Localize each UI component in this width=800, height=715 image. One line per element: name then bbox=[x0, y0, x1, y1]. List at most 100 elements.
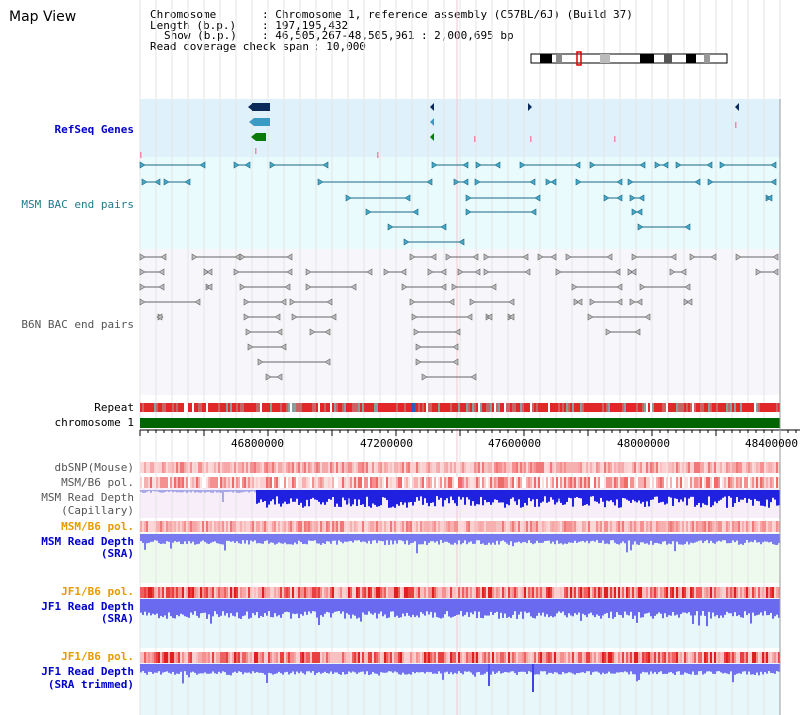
bac-end bbox=[404, 194, 411, 202]
depth-bar bbox=[246, 599, 248, 612]
heat-cell bbox=[522, 462, 524, 473]
heat-cell bbox=[578, 462, 580, 473]
depth-bar bbox=[460, 599, 462, 612]
repeat-cell bbox=[626, 403, 628, 412]
depth-bar bbox=[206, 534, 208, 544]
bac-end bbox=[508, 298, 515, 306]
heat-cell bbox=[486, 652, 488, 663]
heat-cell bbox=[476, 521, 478, 532]
heat-cell bbox=[282, 521, 284, 532]
depth-bar bbox=[464, 599, 466, 615]
track-label-msm-b6-pol-1[interactable]: MSM/B6 pol. bbox=[61, 476, 134, 489]
heat-cell bbox=[182, 521, 184, 532]
depth-bar bbox=[184, 490, 186, 492]
depth-bar bbox=[188, 490, 190, 492]
depth-bar bbox=[314, 534, 316, 541]
depth-bar bbox=[342, 534, 344, 544]
depth-bar bbox=[478, 490, 480, 505]
track-label-jf1-depth-trim[interactable]: JF1 Read Depth bbox=[41, 665, 134, 678]
heat-cell bbox=[310, 462, 312, 473]
track-label-b6n-bac[interactable]: B6N BAC end pairs bbox=[21, 318, 134, 331]
heat-cell bbox=[748, 477, 750, 488]
depth-bar bbox=[606, 664, 608, 674]
heat-cell bbox=[296, 587, 298, 598]
heat-cell bbox=[248, 521, 250, 532]
repeat-cell bbox=[228, 403, 230, 412]
heat-cell bbox=[332, 462, 334, 473]
bac-end bbox=[141, 178, 148, 186]
depth-bar bbox=[190, 599, 192, 613]
heat-cell bbox=[686, 587, 688, 598]
heat-cell bbox=[754, 477, 756, 488]
heat-cell bbox=[652, 587, 654, 598]
track-label-msm-depth-cap[interactable]: MSM Read Depth bbox=[41, 491, 134, 504]
repeat-cell bbox=[536, 403, 538, 412]
depth-bar bbox=[474, 534, 476, 544]
heat-cell bbox=[486, 477, 488, 488]
bac-end bbox=[401, 283, 408, 291]
depth-bar bbox=[560, 534, 562, 544]
depth-bar bbox=[612, 664, 614, 674]
info-key: Read coverage check span bbox=[150, 39, 309, 53]
track-label-msm-b6-pol-2[interactable]: MSM/B6 pol. bbox=[61, 520, 134, 533]
heat-cell bbox=[226, 652, 228, 663]
depth-bar bbox=[570, 664, 572, 673]
heat-cell bbox=[762, 477, 764, 488]
heat-cell bbox=[568, 652, 570, 663]
depth-bar bbox=[594, 664, 596, 672]
heat-cell bbox=[230, 462, 232, 473]
heat-cell bbox=[368, 521, 370, 532]
depth-bar bbox=[192, 490, 194, 492]
heat-cell bbox=[258, 652, 260, 663]
depth-bar bbox=[688, 534, 690, 545]
track-label-jf1-depth-sra[interactable]: JF1 Read Depth bbox=[41, 600, 134, 613]
depth-bar bbox=[770, 599, 772, 613]
depth-bar bbox=[410, 534, 412, 544]
repeat-cell bbox=[638, 403, 640, 412]
track-label-msm-bac[interactable]: MSM BAC end pairs bbox=[21, 198, 134, 211]
heat-cell bbox=[716, 462, 718, 473]
heat-cell bbox=[642, 652, 644, 663]
heat-cell bbox=[284, 477, 286, 488]
track-label-jf1-b6-pol-1[interactable]: JF1/B6 pol. bbox=[61, 585, 134, 598]
track-label-refseq[interactable]: RefSeq Genes bbox=[54, 123, 134, 136]
heat-cell bbox=[390, 462, 392, 473]
depth-bar bbox=[418, 490, 420, 501]
heat-cell bbox=[650, 477, 652, 488]
heat-cell bbox=[620, 477, 622, 488]
heat-cell bbox=[274, 521, 276, 532]
depth-bar bbox=[148, 490, 150, 492]
heat-cell bbox=[594, 521, 596, 532]
heat-cell bbox=[712, 652, 714, 663]
depth-bar bbox=[150, 664, 152, 673]
repeat-cell bbox=[294, 403, 296, 412]
heat-cell bbox=[334, 521, 336, 532]
heat-cell bbox=[716, 477, 718, 488]
heat-cell bbox=[700, 477, 702, 488]
depth-bar bbox=[202, 534, 204, 541]
heat-cell bbox=[392, 521, 394, 532]
depth-bar bbox=[452, 599, 454, 617]
heat-cell bbox=[216, 477, 218, 488]
track-label-jf1-b6-pol-2[interactable]: JF1/B6 pol. bbox=[61, 650, 134, 663]
repeat-cell bbox=[336, 403, 338, 412]
heat-cell bbox=[144, 477, 146, 488]
depth-bar bbox=[564, 599, 566, 616]
bac-end bbox=[470, 373, 477, 381]
track-label-repeat[interactable]: Repeat bbox=[94, 401, 134, 414]
track-label-dbsnp[interactable]: dbSNP(Mouse) bbox=[54, 461, 134, 474]
track-label-chromosome[interactable]: chromosome 1 bbox=[54, 416, 134, 429]
heat-cell bbox=[238, 477, 240, 488]
heat-cell bbox=[284, 652, 286, 663]
depth-bar bbox=[374, 664, 376, 674]
depth-bar bbox=[276, 599, 278, 617]
heat-cell bbox=[574, 652, 576, 663]
depth-bar bbox=[738, 490, 740, 502]
repeat-cell bbox=[698, 403, 700, 412]
repeat-cell bbox=[426, 403, 428, 412]
heat-cell bbox=[438, 652, 440, 663]
heat-cell bbox=[344, 587, 346, 598]
track-label-msm-depth-sra[interactable]: MSM Read Depth bbox=[41, 535, 134, 548]
heat-cell bbox=[666, 652, 668, 663]
